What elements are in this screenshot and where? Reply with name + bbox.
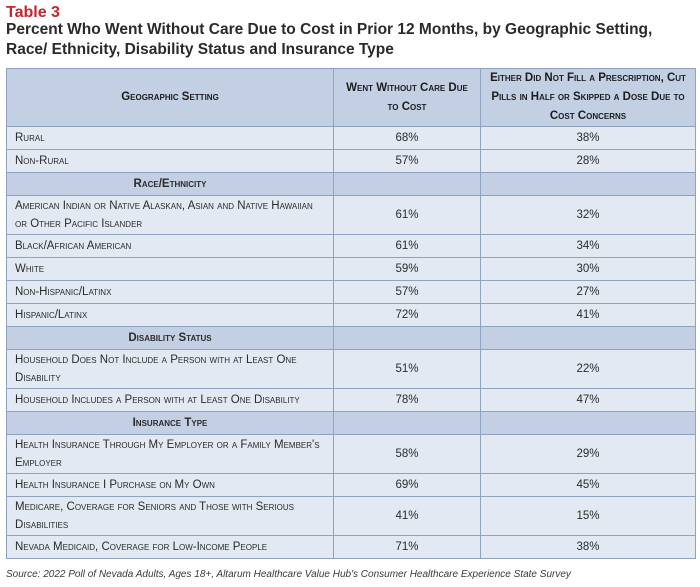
cell-value: 45% [480, 473, 696, 497]
row-label: Health Insurance I Purchase on My Own [6, 473, 334, 497]
cell-value: 72% [333, 303, 481, 327]
cell-value: 57% [333, 280, 481, 304]
column-header: Either Did Not Fill a Prescription, Cut … [480, 68, 696, 127]
cell-value: 71% [333, 535, 481, 559]
table-row: Health Insurance Through My Employer or … [6, 434, 696, 474]
table-title: Percent Who Went Without Care Due to Cos… [6, 21, 653, 58]
table-row: Rural 68% 38% [6, 126, 696, 150]
empty-cell [480, 411, 696, 435]
section-header: Disability Status [6, 326, 334, 350]
cell-value: 61% [333, 195, 481, 235]
empty-cell [333, 172, 481, 196]
cell-value: 59% [333, 257, 481, 281]
cell-value: 34% [480, 234, 696, 258]
table-row: White 59% 30% [6, 257, 696, 281]
row-label: Black/African American [6, 234, 334, 258]
source-note: Source: 2022 Poll of Nevada Adults, Ages… [6, 569, 571, 580]
empty-cell [480, 326, 696, 350]
cell-value: 32% [480, 195, 696, 235]
cell-value: 41% [333, 496, 481, 536]
cell-value: 38% [480, 535, 696, 559]
row-label: Health Insurance Through My Employer or … [6, 434, 334, 474]
cell-value: 68% [333, 126, 481, 150]
section-header: Insurance Type [6, 411, 334, 435]
row-label: Medicare, Coverage for Seniors and Those… [6, 496, 334, 536]
cell-value: 47% [480, 388, 696, 412]
table-row: Black/African American 61% 34% [6, 234, 696, 258]
section-header-row: Disability Status [6, 326, 696, 350]
table-row: Non-Rural 57% 28% [6, 149, 696, 173]
header-row: Geographic Setting Went Without Care Due… [6, 68, 696, 127]
table-row: Hispanic/Latinx 72% 41% [6, 303, 696, 327]
row-label: Hispanic/Latinx [6, 303, 334, 327]
section-header: Race/Ethnicity [6, 172, 334, 196]
cell-value: 27% [480, 280, 696, 304]
cell-value: 28% [480, 149, 696, 173]
row-label: White [6, 257, 334, 281]
cell-value: 22% [480, 349, 696, 389]
cell-value: 57% [333, 149, 481, 173]
cell-value: 51% [333, 349, 481, 389]
table-row: Non-Hispanic/Latinx 57% 27% [6, 280, 696, 304]
data-table: Geographic Setting Went Without Care Due… [6, 68, 696, 559]
cell-value: 41% [480, 303, 696, 327]
cell-value: 29% [480, 434, 696, 474]
row-label: Household Includes a Person with at Leas… [6, 388, 334, 412]
row-label: Rural [6, 126, 334, 150]
table-row: Household Does Not Include a Person with… [6, 349, 696, 389]
table-row: Household Includes a Person with at Leas… [6, 388, 696, 412]
empty-cell [333, 326, 481, 350]
empty-cell [480, 172, 696, 196]
column-header: Geographic Setting [6, 68, 334, 127]
table-row: American Indian or Native Alaskan, Asian… [6, 195, 696, 235]
empty-cell [333, 411, 481, 435]
cell-value: 58% [333, 434, 481, 474]
cell-value: 38% [480, 126, 696, 150]
table-row: Medicare, Coverage for Seniors and Those… [6, 496, 696, 536]
cell-value: 15% [480, 496, 696, 536]
cell-value: 61% [333, 234, 481, 258]
table-row: Health Insurance I Purchase on My Own 69… [6, 473, 696, 497]
column-header: Went Without Care Due to Cost [333, 68, 481, 127]
row-label: Non-Hispanic/Latinx [6, 280, 334, 304]
table-row: Nevada Medicaid, Coverage for Low-Income… [6, 535, 696, 559]
cell-value: 30% [480, 257, 696, 281]
section-header-row: Race/Ethnicity [6, 172, 696, 196]
cell-value: 78% [333, 388, 481, 412]
section-header-row: Insurance Type [6, 411, 696, 435]
row-label: Nevada Medicaid, Coverage for Low-Income… [6, 535, 334, 559]
row-label: Household Does Not Include a Person with… [6, 349, 334, 389]
row-label: American Indian or Native Alaskan, Asian… [6, 195, 334, 235]
table-number: Table 3 [6, 4, 60, 21]
cell-value: 69% [333, 473, 481, 497]
row-label: Non-Rural [6, 149, 334, 173]
